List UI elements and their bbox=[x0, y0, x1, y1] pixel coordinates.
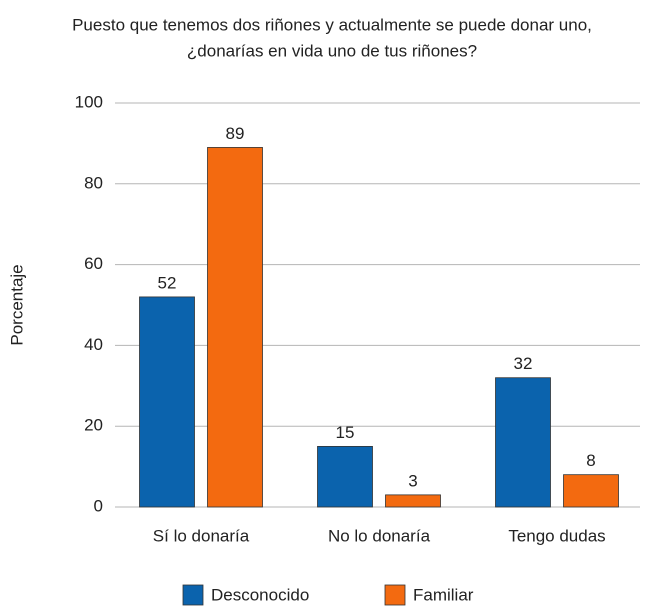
legend-label: Desconocido bbox=[211, 585, 309, 604]
chart-title: ¿donarías en vida uno de tus riñones? bbox=[187, 41, 477, 60]
y-tick-label: 20 bbox=[84, 416, 103, 435]
bar bbox=[317, 445, 373, 508]
data-label: 32 bbox=[514, 354, 533, 373]
bar bbox=[563, 474, 619, 508]
data-label: 15 bbox=[336, 423, 355, 442]
y-tick-label: 80 bbox=[84, 173, 103, 192]
x-tick-label: Tengo dudas bbox=[508, 526, 605, 545]
y-axis-label: Porcentaje bbox=[7, 264, 26, 345]
chart-title: Puesto que tenemos dos riñones y actualm… bbox=[72, 15, 592, 34]
y-tick-label: 100 bbox=[75, 92, 103, 111]
data-label: 8 bbox=[586, 451, 595, 470]
data-label: 3 bbox=[408, 471, 417, 490]
y-tick-label: 60 bbox=[84, 254, 103, 273]
legend-label: Familiar bbox=[413, 585, 474, 604]
legend-swatch bbox=[384, 584, 406, 606]
x-tick-label: No lo donaría bbox=[328, 526, 431, 545]
legend-swatch bbox=[182, 584, 204, 606]
bar bbox=[207, 147, 263, 508]
data-label: 52 bbox=[158, 273, 177, 292]
x-tick-label: Sí lo donaría bbox=[153, 526, 250, 545]
bar bbox=[385, 494, 441, 508]
y-tick-label: 40 bbox=[84, 335, 103, 354]
data-label: 89 bbox=[226, 124, 245, 143]
bar bbox=[495, 377, 551, 508]
bar bbox=[139, 296, 195, 508]
y-tick-label: 0 bbox=[94, 496, 103, 515]
